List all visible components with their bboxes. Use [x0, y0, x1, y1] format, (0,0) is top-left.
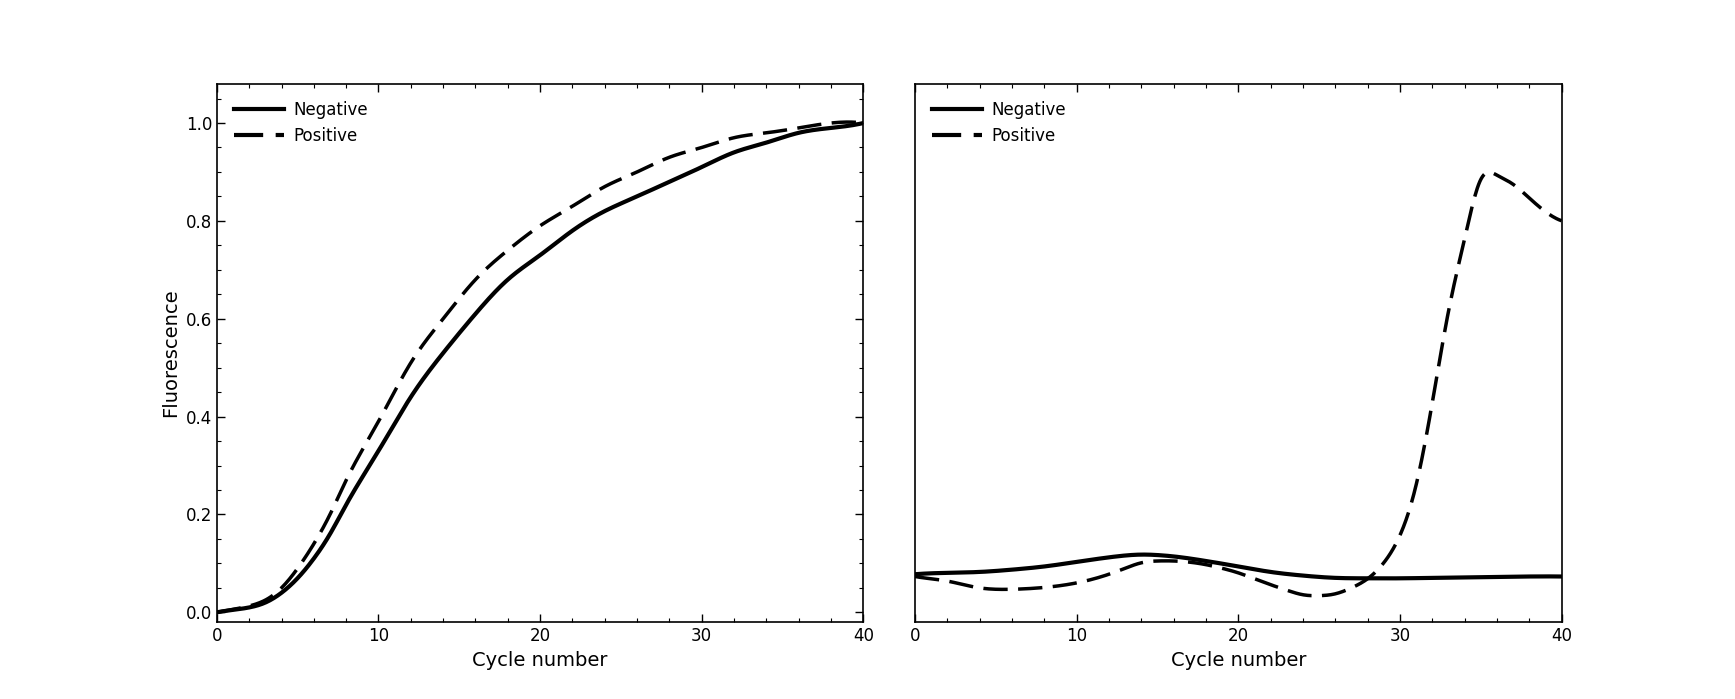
Positive: [838, 118, 859, 127]
Positive: [838, 118, 859, 127]
Y-axis label: Fluorescence: Fluorescence: [161, 289, 180, 417]
Positive: [904, 572, 925, 581]
Negative: [1213, 560, 1234, 568]
Line: Positive: Positive: [217, 122, 864, 612]
Legend: Negative, Positive: Negative, Positive: [226, 92, 376, 153]
Negative: [1376, 574, 1397, 582]
Line: Positive: Positive: [914, 172, 1562, 596]
Positive: [1211, 564, 1232, 572]
Positive: [1289, 590, 1310, 598]
Positive: [517, 230, 538, 238]
Negative: [838, 122, 859, 130]
Negative: [1551, 572, 1572, 581]
Negative: [1291, 571, 1312, 579]
Positive: [1551, 217, 1572, 225]
Negative: [904, 570, 925, 578]
Positive: [1437, 319, 1457, 327]
Positive: [1305, 591, 1326, 600]
X-axis label: Cycle number: Cycle number: [472, 651, 607, 670]
Positive: [592, 184, 612, 192]
Positive: [1478, 168, 1499, 176]
Positive: [514, 233, 534, 242]
Negative: [592, 208, 612, 217]
Negative: [1539, 572, 1560, 581]
Negative: [517, 260, 538, 268]
Negative: [854, 119, 874, 127]
X-axis label: Cycle number: Cycle number: [1171, 651, 1306, 670]
Negative: [1133, 550, 1154, 559]
Line: Negative: Negative: [914, 554, 1562, 578]
Positive: [1216, 565, 1237, 573]
Positive: [206, 608, 227, 617]
Line: Negative: Negative: [217, 123, 864, 612]
Legend: Negative, Positive: Negative, Positive: [923, 92, 1074, 153]
Positive: [854, 119, 874, 127]
Positive: [1539, 210, 1560, 218]
Negative: [1256, 567, 1277, 575]
Negative: [736, 144, 756, 152]
Negative: [514, 263, 534, 271]
Negative: [1437, 573, 1457, 582]
Positive: [736, 131, 756, 140]
Negative: [1216, 561, 1237, 569]
Negative: [206, 608, 227, 617]
Positive: [1254, 579, 1275, 587]
Positive: [557, 206, 578, 214]
Negative: [557, 231, 578, 239]
